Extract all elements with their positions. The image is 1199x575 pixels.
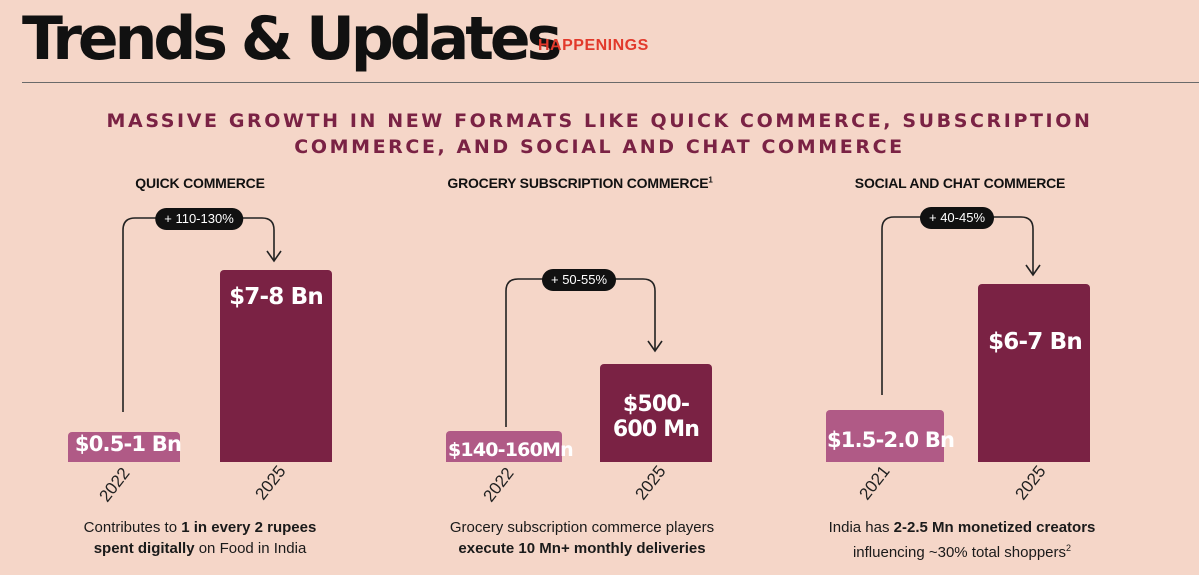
bar-label-grocery-2025: $500- 600 Mn [612, 392, 700, 443]
arrowhead-grocery [647, 340, 663, 353]
headline-line-1: MASSIVE GROWTH IN NEW FORMATS LIKE QUICK… [106, 110, 1093, 132]
section-tag: HAPPENINGS [538, 37, 649, 54]
arrowhead-social [1025, 264, 1041, 277]
bar-label-quick-commerce-2025: $7-8 Bn [229, 284, 324, 310]
bar-label-social-2021: $1.5-2.0 Bn [827, 428, 955, 452]
header-divider [22, 82, 1199, 83]
note-grocery: Grocery subscription commerce players ex… [449, 519, 715, 557]
note-quick-commerce: Contributes to 1 in every 2 rupees spent… [83, 519, 317, 557]
panel-title-social-chat: SOCIAL AND CHAT COMMERCE [854, 175, 1066, 191]
bar-label-quick-commerce-2022: $0.5-1 Bn [74, 432, 182, 456]
bar-label-grocery-2022: $140-160Mn [448, 439, 574, 461]
growth-badge-social: + 40-45% [919, 207, 995, 229]
arrowhead-quick-commerce [266, 250, 282, 263]
headline: MASSIVE GROWTH IN NEW FORMATS LIKE QUICK… [0, 108, 1199, 160]
page-title: Trends & Updates [22, 4, 562, 74]
bar-social-2025 [978, 284, 1090, 462]
bar-social-2021 [826, 410, 944, 462]
note-social: India has 2-2.5 Mn monetized creators in… [828, 519, 1096, 561]
growth-badge-grocery: + 50-55% [541, 269, 617, 291]
bar-grocery-2022 [446, 431, 562, 462]
growth-badge-quick-commerce: + 110-130% [155, 208, 243, 230]
bar-grocery-2025 [600, 364, 712, 462]
panel-title-grocery-subscription: GROCERY SUBSCRIPTION COMMERCE1 [447, 175, 713, 191]
bar-quick-commerce-2022 [68, 432, 180, 462]
headline-line-2: COMMERCE, AND SOCIAL AND CHAT COMMERCE [294, 136, 905, 158]
bar-label-social-2025: $6-7 Bn [988, 329, 1083, 355]
bar-quick-commerce-2025 [220, 270, 332, 462]
panel-title-quick-commerce: QUICK COMMERCE [135, 175, 265, 191]
